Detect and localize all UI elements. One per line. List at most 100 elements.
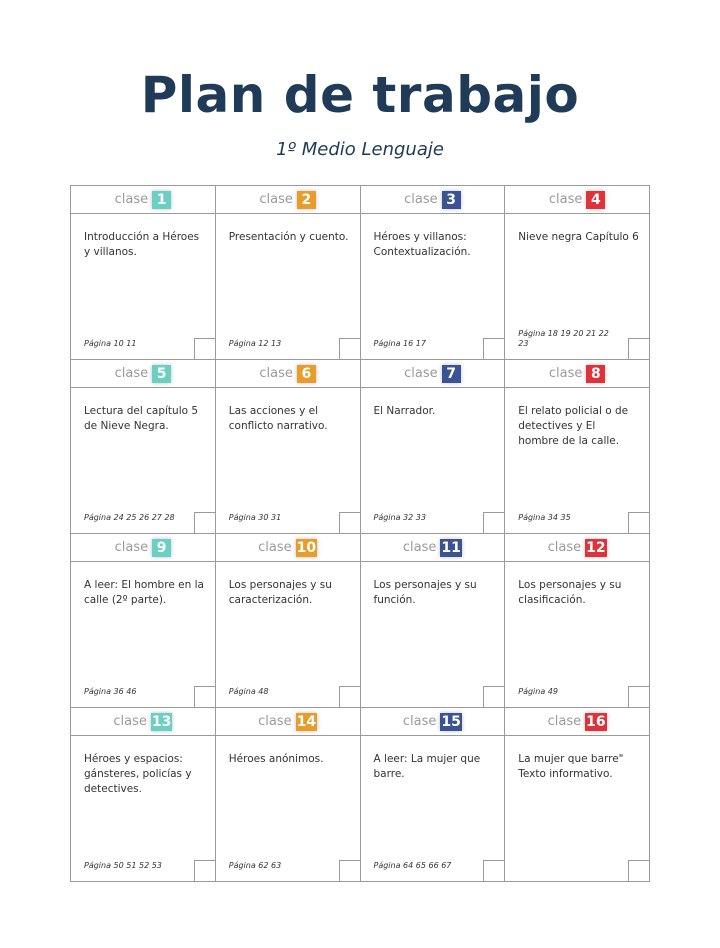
class-cell: clase 11 Los personajes y su función. [360, 534, 506, 708]
class-label: clase [259, 366, 293, 381]
class-pages: Página 34 35 [518, 513, 571, 522]
completion-checkbox[interactable] [193, 686, 216, 708]
class-description: Los personajes y su función. [373, 579, 477, 606]
class-label: clase [113, 714, 147, 729]
class-header: clase 14 [215, 708, 360, 736]
class-cell: clase 10 Los personajes y su caracterizaci… [215, 534, 361, 708]
class-number-badge: 9 [152, 538, 172, 557]
class-header: clase 11 [360, 534, 505, 562]
class-label: clase [404, 192, 438, 207]
class-header: clase 16 [505, 708, 649, 736]
class-header: clase 6 [215, 360, 360, 388]
class-description: El Narrador. [373, 405, 436, 417]
class-number-badge: 12 [585, 538, 607, 557]
completion-checkbox[interactable] [483, 860, 506, 882]
class-description: A leer: El hombre en la calle (2º parte)… [84, 579, 204, 606]
class-plan-grid: clase 1 Introducción a Héroes y villanos. P… [70, 185, 650, 882]
class-pages: Página 49 [518, 687, 558, 696]
completion-checkbox[interactable] [193, 860, 216, 882]
class-description: Lectura del capítulo 5 de Nieve Negra. [84, 405, 199, 432]
class-header: clase 2 [215, 186, 360, 214]
class-pages: Página 12 13 [228, 339, 282, 348]
class-label: clase [548, 366, 583, 381]
class-cell: clase 12 Los personajes y su clasificación… [505, 534, 650, 708]
class-number-badge: 13 [150, 712, 173, 731]
completion-checkbox[interactable] [338, 512, 361, 534]
class-pages: Página 16 17 [373, 339, 426, 348]
class-number-badge: 6 [296, 364, 316, 383]
class-header: clase 5 [71, 360, 215, 388]
class-label: clase [547, 714, 582, 729]
class-cell: clase 1 Introducción a Héroes y villanos. P… [71, 186, 216, 360]
class-pages: Página 64 65 66 67 [373, 861, 452, 870]
class-header: clase 4 [505, 186, 649, 214]
completion-checkbox[interactable] [483, 686, 506, 708]
completion-checkbox[interactable] [338, 338, 361, 360]
class-header: clase 12 [505, 534, 649, 562]
class-label: clase [258, 714, 292, 729]
class-description: La mujer que barre" Texto informativo. [518, 753, 624, 780]
class-number-badge: 10 [295, 538, 318, 557]
page-title: Plan de trabajo [140, 66, 580, 124]
class-header: clase 7 [360, 360, 505, 388]
class-description: Los personajes y su caracterización. [228, 579, 332, 606]
class-label: clase [114, 366, 149, 381]
completion-checkbox[interactable] [628, 860, 650, 882]
class-header: clase 13 [71, 708, 215, 736]
class-description: Los personajes y su clasificación. [518, 579, 622, 606]
class-pages: Página 10 11 [84, 339, 137, 348]
class-description: El relato policial o de detectives y El … [518, 405, 629, 447]
class-cell: clase 8 El relato policial o de detectives… [505, 360, 650, 534]
class-number-badge: 4 [586, 190, 606, 209]
completion-checkbox[interactable] [628, 512, 650, 534]
class-pages: Página 24 25 26 27 28 [84, 513, 175, 522]
class-label: clase [404, 366, 438, 381]
class-number-badge: 2 [296, 190, 316, 209]
class-cell: clase 5 Lectura del capítulo 5 de Nieve Ne… [71, 360, 216, 534]
class-cell: clase 9 A leer: El hombre en la calle (2º … [71, 534, 216, 708]
class-label: clase [114, 192, 149, 207]
class-pages: Página 36 46 [84, 687, 137, 696]
completion-checkbox[interactable] [628, 338, 650, 360]
class-number-badge: 5 [152, 364, 172, 383]
completion-checkbox[interactable] [338, 686, 361, 708]
class-label: clase [114, 540, 149, 555]
class-cell: clase 6 Las acciones y el conflicto narrat… [215, 360, 361, 534]
class-label: clase [548, 192, 583, 207]
class-header: clase 1 [71, 186, 215, 214]
class-number-badge: 3 [441, 190, 461, 209]
completion-checkbox[interactable] [338, 860, 361, 882]
class-number-badge: 14 [295, 712, 318, 731]
class-label: clase [547, 540, 582, 555]
class-number-badge: 16 [585, 712, 607, 731]
class-description: Introducción a Héroes y villanos. [84, 231, 200, 258]
class-label: clase [402, 714, 437, 729]
class-pages: Página 62 63 [228, 861, 282, 870]
class-number-badge: 11 [440, 538, 462, 557]
class-description: A leer: La mujer que barre. [373, 753, 481, 780]
completion-checkbox[interactable] [193, 338, 216, 360]
class-number-badge: 7 [441, 364, 461, 383]
class-description: Nieve negra Capítulo 6 [518, 231, 639, 243]
class-header: clase 3 [360, 186, 505, 214]
completion-checkbox[interactable] [483, 512, 506, 534]
class-number-badge: 15 [440, 712, 462, 731]
class-cell: clase 3 Héroes y villanos: Contextualizaci… [360, 186, 506, 360]
class-number-badge: 1 [152, 190, 172, 209]
class-pages: Página 48 [228, 687, 269, 696]
completion-checkbox[interactable] [193, 512, 216, 534]
class-cell: clase 15 A leer: La mujer que barre. Página… [360, 708, 506, 882]
class-pages: Página 50 51 52 53 [84, 861, 162, 870]
completion-checkbox[interactable] [628, 686, 650, 708]
class-description: Héroes y villanos: Contextualización. [373, 231, 471, 258]
class-description: Héroes y espacios: gánsteres, policías y… [84, 753, 192, 795]
completion-checkbox[interactable] [483, 338, 506, 360]
class-pages: Página 18 19 20 21 22 23 [518, 329, 609, 348]
class-cell: clase 16 La mujer que barre" Texto informa… [505, 708, 650, 882]
class-cell: clase 7 El Narrador. Página 32 33 [360, 360, 506, 534]
class-pages: Página 30 31 [228, 513, 282, 522]
class-cell: clase 2 Presentación y cuento. Página 12 13 [215, 186, 361, 360]
class-description: Presentación y cuento. [228, 231, 349, 243]
class-description: Las acciones y el conflicto narrativo. [228, 405, 328, 432]
class-label: clase [402, 540, 437, 555]
